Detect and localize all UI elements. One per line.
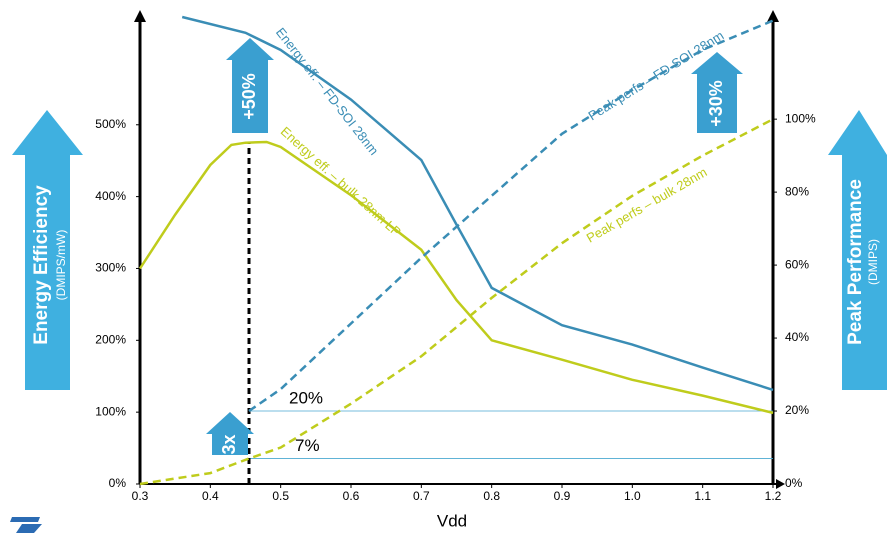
y2-tick-label: 60% [785,257,809,271]
right-arrow [828,110,887,390]
x-tick-label: 0.5 [272,489,289,503]
y2-tick-label: 40% [785,330,809,344]
gain-label: +30% [706,80,726,127]
y-tick-label: 200% [95,332,126,346]
y2-tick-label: 20% [785,403,809,417]
y2-tick-label: 80% [785,184,809,198]
reference-label: 20% [289,389,323,408]
x-axis-arrow [776,479,785,489]
x-tick-label: 0.3 [132,489,149,503]
x-tick-label: 0.8 [483,489,500,503]
y-tick-label: 0% [109,476,127,490]
y2-tick-label: 100% [785,111,816,125]
y-tick-label: 300% [95,261,126,275]
x-tick-label: 0.6 [343,489,360,503]
y2-tick-label: 0% [785,476,803,490]
reference-label: 7% [295,436,320,455]
x-tick-label: 1.2 [765,489,782,503]
series-label: Peak perfs – bulk 28nm [584,164,710,245]
y-tick-label: 100% [95,404,126,418]
logo [10,517,42,533]
series-line [139,118,774,486]
x-tick-label: 0.7 [413,489,430,503]
series-line [248,19,774,413]
x-tick-label: 1.1 [694,489,711,503]
left-sublabel: (DMIPS/mW) [54,230,68,301]
y-axis-arrow [134,10,146,22]
y2-axis-arrow [767,10,779,22]
left-label: Energy Efficiency [31,185,52,345]
series-line [138,140,774,415]
left-arrow [12,110,83,390]
x-tick-label: 0.4 [202,489,219,503]
series-line [181,15,774,392]
x-tick-label: 1.0 [624,489,641,503]
y-tick-label: 500% [95,117,126,131]
x-label: Vdd [437,511,467,530]
gain-label: +50% [239,73,259,120]
y-tick-label: 400% [95,189,126,203]
gain-arrow [206,412,254,455]
gain-arrow [226,38,274,133]
right-sublabel: (DMIPS) [866,239,880,285]
right-label: Peak Performance [845,179,866,345]
gain-label: 3x [219,434,239,454]
series-label: Energy eff. – bulk 28nm LP [278,124,404,240]
gain-arrow [691,52,743,133]
x-tick-label: 0.9 [554,489,571,503]
